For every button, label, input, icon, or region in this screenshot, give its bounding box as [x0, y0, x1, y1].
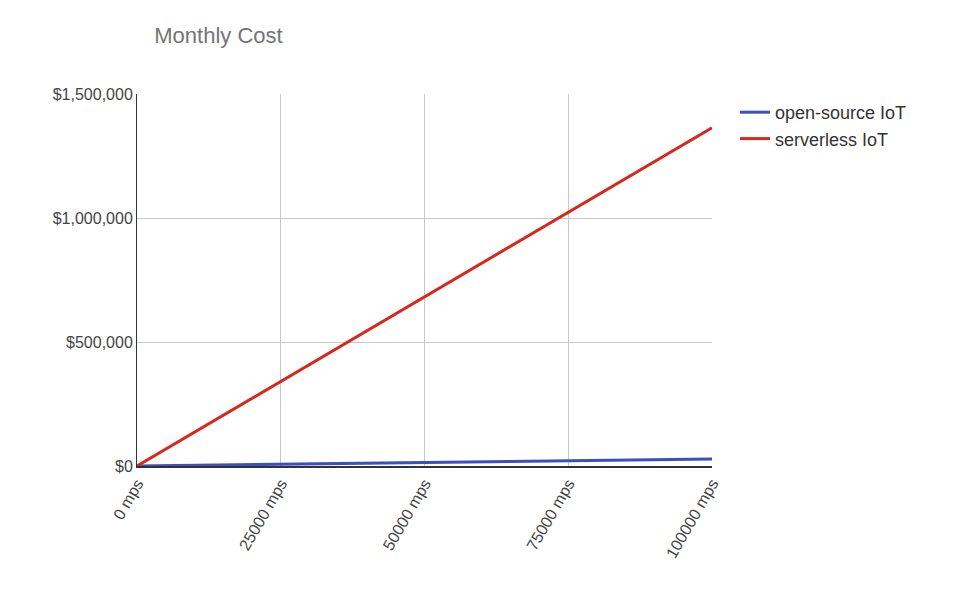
svg-text:$1,000,000: $1,000,000: [53, 210, 133, 227]
svg-text:75000 mps: 75000 mps: [523, 476, 577, 553]
svg-text:50000 mps: 50000 mps: [380, 476, 434, 553]
svg-text:$1,500,000: $1,500,000: [53, 86, 133, 103]
svg-text:open-source IoT: open-source IoT: [775, 103, 906, 123]
svg-text:$500,000: $500,000: [66, 334, 133, 351]
svg-text:100000 mps: 100000 mps: [663, 476, 722, 561]
svg-text:0 mps: 0 mps: [110, 476, 147, 522]
svg-text:Monthly Cost: Monthly Cost: [154, 23, 282, 48]
svg-text:serverless IoT: serverless IoT: [775, 130, 888, 150]
svg-text:$0: $0: [115, 458, 133, 475]
svg-text:25000 mps: 25000 mps: [236, 476, 290, 553]
